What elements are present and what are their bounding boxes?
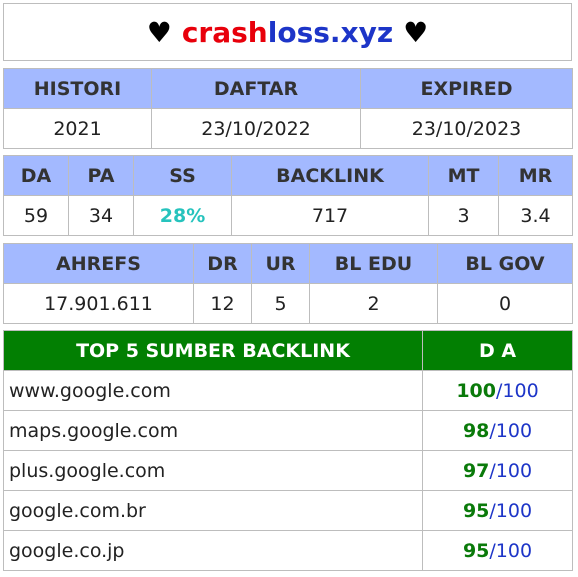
source-da-separator: / [489, 419, 496, 442]
source-da-max: 100 [495, 499, 533, 522]
source-da: 100/100 [422, 370, 573, 411]
metrics-header-row: DA PA SS BACKLINK MT MR [3, 155, 573, 196]
value-mt: 3 [428, 195, 499, 236]
domain-name-part1: crash [181, 15, 268, 49]
value-ss: 28% [133, 195, 232, 236]
value-expired: 23/10/2023 [360, 108, 573, 149]
metrics-table: DA PA SS BACKLINK MT MR 59 34 28% 717 3 … [3, 155, 573, 236]
header-ahrefs: AHREFS [3, 243, 194, 284]
source-domain: plus.google.com [3, 450, 423, 491]
value-dr: 12 [193, 283, 252, 324]
header-mt: MT [428, 155, 499, 196]
table-row: www.google.com 100/100 [3, 370, 573, 411]
header-bl-edu: BL EDU [309, 243, 438, 284]
header-ss: SS [133, 155, 232, 196]
ahrefs-table: AHREFS DR UR BL EDU BL GOV 17.901.611 12… [3, 243, 573, 324]
heart-icon: ♥ [146, 15, 172, 49]
seo-report: ♥ crash loss.xyz ♥ HISTORI DAFTAR EXPIRED… [3, 3, 573, 571]
value-bl-edu: 2 [309, 283, 438, 324]
source-da-value: 97 [462, 459, 490, 482]
table-row: google.co.jp 95/100 [3, 530, 573, 571]
header-histori: HISTORI [3, 68, 152, 109]
registration-value-row: 2021 23/10/2022 23/10/2023 [3, 108, 573, 149]
header-bl-gov: BL GOV [437, 243, 573, 284]
value-ur: 5 [251, 283, 310, 324]
source-da-value: 98 [462, 419, 490, 442]
value-bl-gov: 0 [437, 283, 573, 324]
source-da-value: 95 [462, 499, 490, 522]
source-domain: google.co.jp [3, 530, 423, 571]
header-ur: UR [251, 243, 310, 284]
header-pa: PA [68, 155, 134, 196]
source-da-max: 100 [495, 539, 533, 562]
source-domain: google.com.br [3, 490, 423, 531]
source-da-value: 95 [462, 539, 490, 562]
value-ahrefs: 17.901.611 [3, 283, 194, 324]
value-mr: 3.4 [498, 195, 573, 236]
header-expired: EXPIRED [360, 68, 573, 109]
value-daftar: 23/10/2022 [151, 108, 361, 149]
ahrefs-value-row: 17.901.611 12 5 2 0 [3, 283, 573, 324]
heart-icon: ♥ [403, 15, 429, 49]
source-da: 95/100 [422, 490, 573, 531]
source-da-max: 100 [495, 459, 533, 482]
table-row: google.com.br 95/100 [3, 490, 573, 531]
table-row: plus.google.com 97/100 [3, 450, 573, 491]
header-backlink: BACKLINK [231, 155, 429, 196]
value-backlink: 717 [231, 195, 429, 236]
sources-header-row: TOP 5 SUMBER BACKLINK D A [3, 330, 573, 371]
header-daftar: DAFTAR [151, 68, 361, 109]
source-da: 95/100 [422, 530, 573, 571]
value-pa: 34 [68, 195, 134, 236]
source-da-separator: / [489, 459, 496, 482]
table-row: maps.google.com 98/100 [3, 410, 573, 451]
ahrefs-header-row: AHREFS DR UR BL EDU BL GOV [3, 243, 573, 284]
source-da-max: 100 [502, 379, 539, 402]
registration-header-row: HISTORI DAFTAR EXPIRED [3, 68, 573, 109]
source-da-separator: / [489, 499, 496, 522]
source-da-value: 100 [456, 379, 496, 402]
header-dr: DR [193, 243, 252, 284]
header-mr: MR [498, 155, 573, 196]
sources-da-header: D A [422, 330, 573, 371]
registration-table: HISTORI DAFTAR EXPIRED 2021 23/10/2022 2… [3, 68, 573, 149]
header-da: DA [3, 155, 69, 196]
metrics-value-row: 59 34 28% 717 3 3.4 [3, 195, 573, 236]
domain-name-part2: loss.xyz [267, 15, 394, 49]
source-da: 98/100 [422, 410, 573, 451]
backlink-sources-table: TOP 5 SUMBER BACKLINK D A www.google.com… [3, 330, 573, 571]
source-da: 97/100 [422, 450, 573, 491]
value-histori: 2021 [3, 108, 152, 149]
source-domain: maps.google.com [3, 410, 423, 451]
source-da-max: 100 [495, 419, 533, 442]
source-da-separator: / [496, 379, 503, 402]
source-da-separator: / [489, 539, 496, 562]
value-da: 59 [3, 195, 69, 236]
sources-title: TOP 5 SUMBER BACKLINK [3, 330, 423, 371]
domain-title: ♥ crash loss.xyz ♥ [3, 3, 572, 61]
source-domain: www.google.com [3, 370, 423, 411]
